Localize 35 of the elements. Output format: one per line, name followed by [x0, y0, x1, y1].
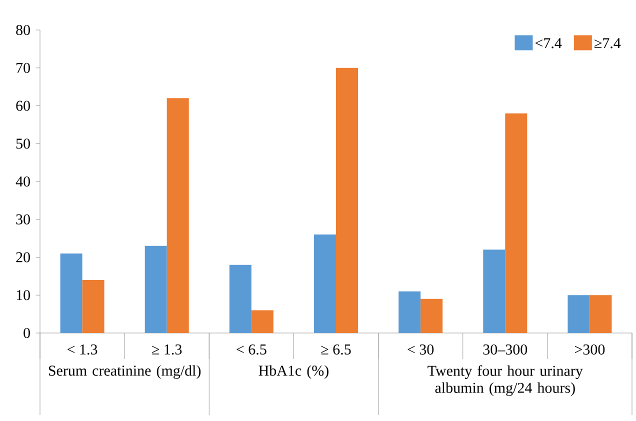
legend-label: <7.4	[535, 38, 562, 48]
text: HbA1c (%)	[258, 365, 328, 379]
y-tick-label: 70	[16, 62, 30, 73]
bar	[82, 280, 104, 333]
x-tick-label: 30–300	[483, 344, 528, 355]
bar	[144, 246, 167, 333]
x-tick-label: < 6.5	[236, 344, 266, 355]
y-tick-label: 0	[24, 328, 30, 338]
y-tick-label: 80	[16, 24, 30, 36]
bar	[398, 291, 421, 333]
bar	[314, 234, 336, 333]
bar	[420, 298, 443, 333]
x-tick-label: ≥ 1.3	[152, 344, 182, 355]
legend-label: ≥7.4	[594, 38, 621, 48]
x-tick-label: < 1.3	[68, 344, 98, 355]
bar	[60, 253, 82, 333]
text: Twenty four hour urinary albumin (mg/24 hours)	[428, 365, 583, 396]
text: Serum creatinine (mg/dl)	[48, 365, 201, 379]
y-tick-label: 40	[16, 176, 30, 187]
bar	[229, 264, 252, 333]
y-tick-label: 20	[16, 252, 30, 262]
x-tick-label: < 30	[408, 344, 434, 355]
y-tick-label: 50	[16, 138, 30, 149]
bar	[336, 68, 358, 333]
y-tick-label: 30	[16, 214, 30, 224]
bar	[505, 113, 528, 333]
bar	[251, 310, 274, 333]
y-tick-label: 60	[16, 100, 30, 111]
x-tick-label: >300	[575, 344, 605, 355]
bar	[568, 295, 590, 333]
bar	[166, 98, 189, 333]
y-tick-label: 10	[16, 290, 30, 300]
bar	[483, 250, 506, 333]
bar	[590, 295, 612, 333]
x-tick-label: ≥ 6.5	[321, 344, 351, 355]
